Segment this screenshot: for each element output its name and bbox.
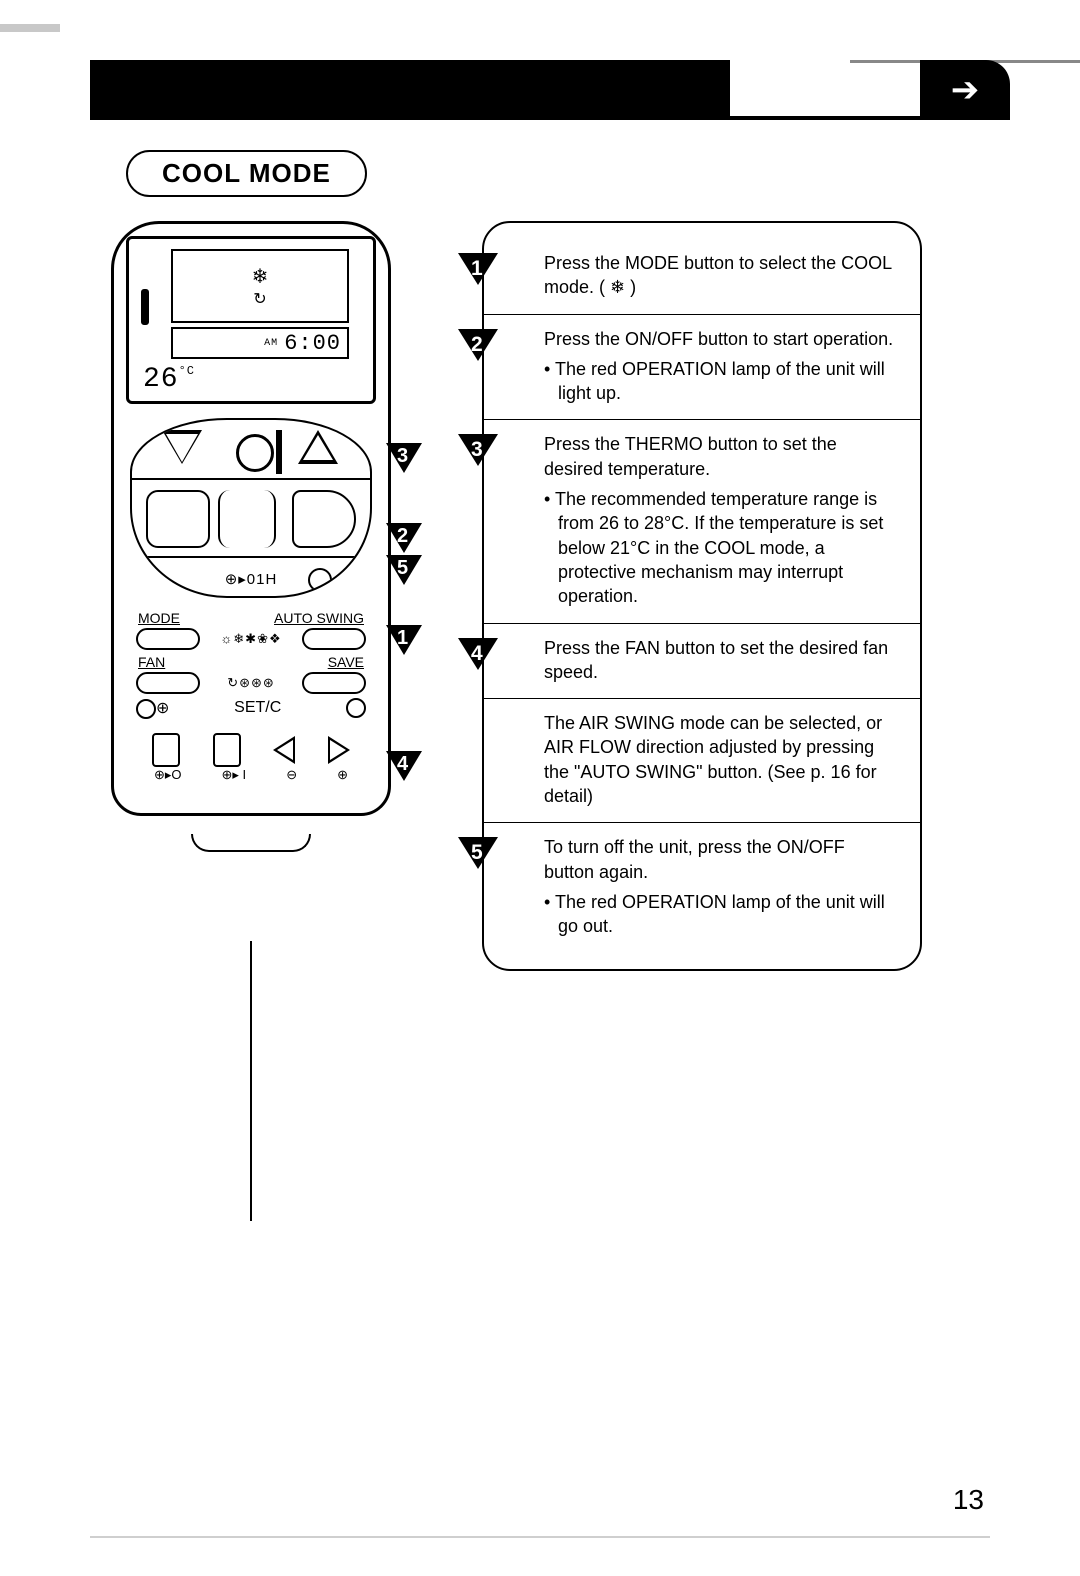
arrow-right-icon: ➔ (951, 70, 980, 110)
scan-artifact (0, 24, 60, 32)
step-bullets: The red OPERATION lamp of the unit will … (544, 890, 896, 939)
header-black-strip (90, 60, 730, 120)
lcd-time: AM 6:00 (171, 327, 349, 359)
right-pad-button[interactable] (292, 490, 356, 548)
clear-circle-icon (346, 698, 366, 718)
swing-icon: ↻ (253, 289, 266, 309)
fan-label: FAN (138, 654, 165, 670)
step-note: The AIR SWING mode can be selected, or A… (484, 698, 920, 822)
clock-icon: ⊕ (156, 700, 169, 717)
step-marker-icon: 3 (458, 434, 498, 466)
step-text: The AIR SWING mode can be selected, or A… (544, 711, 896, 808)
sym-oi: ⊕▸ I (222, 767, 247, 783)
scan-artifact (90, 1536, 990, 1538)
snowflake-icon: ❄ (252, 264, 269, 289)
minus-icon: ⊖ (286, 767, 297, 783)
step-bullet: The recommended temperature range is fro… (544, 487, 896, 608)
prev-button[interactable] (273, 736, 295, 764)
header-rule (90, 116, 1010, 120)
prog2-button[interactable] (213, 733, 241, 767)
divider (132, 556, 370, 558)
step-marker-icon: 4 (458, 638, 498, 670)
callout-4: 4 (386, 751, 422, 781)
step-marker-icon: 5 (458, 837, 498, 869)
autoswing-label: AUTO SWING (274, 610, 364, 626)
step-bullets: The red OPERATION lamp of the unit will … (544, 357, 896, 406)
am-label: AM (264, 338, 278, 349)
mode-icons: ☼❄✱❀❖ (220, 631, 281, 647)
time-value: 6:00 (284, 331, 341, 356)
fan-button[interactable] (136, 672, 200, 694)
lcd-mode-area: ❄ ↻ (171, 249, 349, 323)
mode-button[interactable] (136, 628, 200, 650)
mode-title-pill: COOL MODE (126, 150, 367, 197)
page-number: 13 (953, 1484, 984, 1516)
step-marker-icon: 1 (458, 253, 498, 285)
step-marker-icon: 2 (458, 329, 498, 361)
save-button[interactable] (302, 672, 366, 694)
step-5: 5To turn off the unit, press the ON/OFF … (484, 822, 920, 952)
temp-value: 26 (143, 364, 179, 395)
save-label: SAVE (328, 654, 364, 670)
onoff-bar-icon (276, 430, 282, 474)
lcd-frame: ❄ ↻ AM 6:00 26°C (126, 236, 376, 404)
remote-body: ❄ ↻ AM 6:00 26°C (111, 221, 391, 816)
step-text: Press the MODE button to select the COOL… (544, 251, 896, 300)
sym-oo: ⊕▸O (154, 767, 182, 783)
setc-label: SET/C (234, 699, 281, 717)
lower-button-panel: MODE AUTO SWING ☼❄✱❀❖ FAN SAVE ↻⊛⊛⊛ (126, 610, 376, 783)
fan-icons: ↻⊛⊛⊛ (227, 675, 275, 691)
callout-3: 3 (386, 443, 422, 473)
next-button[interactable] (328, 736, 350, 764)
signal-icon (141, 289, 149, 325)
step-bullet: The red OPERATION lamp of the unit will … (544, 890, 896, 939)
continue-arrow-tab: ➔ (920, 60, 1010, 120)
step-text: Press the THERMO button to set the desir… (544, 432, 896, 481)
autoswing-button[interactable] (302, 628, 366, 650)
divider (132, 478, 370, 480)
prog1-button[interactable] (152, 733, 180, 767)
timer-label: ⊕▸01H (132, 570, 370, 588)
step-4: 4Press the FAN button to set the desired… (484, 623, 920, 699)
main-button-cluster: ⊕▸01H (130, 418, 372, 598)
step-number: 2 (471, 331, 483, 359)
mid-pad (218, 490, 276, 548)
instruction-steps: 1Press the MODE button to select the COO… (482, 221, 922, 971)
step-text: To turn off the unit, press the ON/OFF b… (544, 835, 896, 884)
steps-box: 1Press the MODE button to select the COO… (482, 221, 922, 971)
mode-label: MODE (138, 610, 180, 626)
step-number: 1 (471, 255, 483, 283)
set-circle-icon (136, 699, 156, 719)
step-text: Press the ON/OFF button to start operati… (544, 327, 896, 351)
step-2: 2Press the ON/OFF button to start operat… (484, 314, 920, 420)
callout-2: 2 (386, 523, 422, 553)
lcd-temperature: 26°C (143, 364, 195, 395)
step-number: 4 (471, 640, 483, 668)
step-bullets: The recommended temperature range is fro… (544, 487, 896, 608)
step-bullet: The red OPERATION lamp of the unit will … (544, 357, 896, 406)
thermo-up-icon[interactable] (298, 430, 338, 464)
timer-indicator-icon (308, 568, 332, 592)
callout-5: 5 (386, 555, 422, 585)
step-1: 1Press the MODE button to select the COO… (484, 239, 920, 314)
onoff-button[interactable] (236, 434, 274, 472)
step-number: 3 (471, 436, 483, 464)
step-text: Press the FAN button to set the desired … (544, 636, 896, 685)
leader-line (250, 941, 252, 1221)
left-pad-button[interactable] (146, 490, 210, 548)
plus-icon: ⊕ (337, 767, 348, 783)
header-bar: ➔ (90, 60, 1010, 120)
remote-foot (191, 834, 311, 852)
step-number: 5 (471, 839, 483, 867)
callout-1: 1 (386, 625, 422, 655)
temp-unit: °C (179, 364, 195, 378)
remote-illustration: ❄ ↻ AM 6:00 26°C (90, 221, 412, 852)
step-3: 3Press the THERMO button to set the desi… (484, 419, 920, 622)
